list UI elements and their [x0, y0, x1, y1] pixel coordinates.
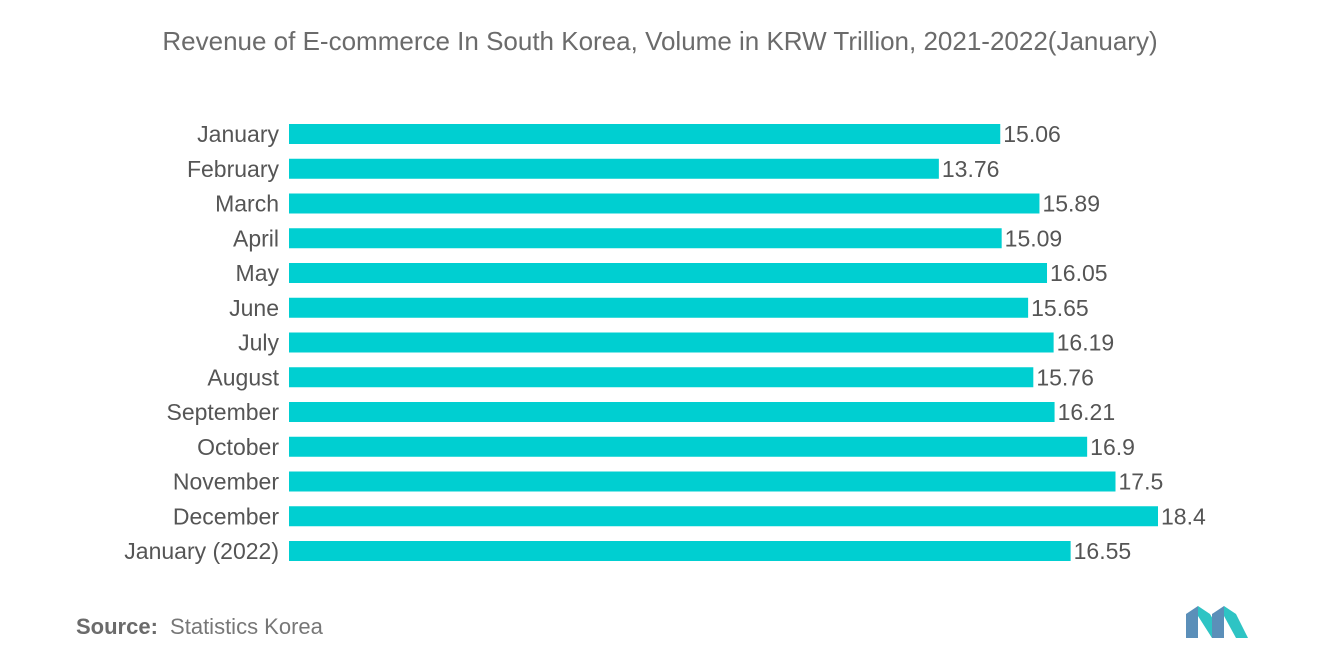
bar-chart: January 15.06 February 13.76 March 15.89 April…: [124, 121, 1206, 564]
category-label: August: [207, 364, 279, 390]
category-label: January: [197, 121, 279, 147]
bar: [289, 471, 1116, 492]
bar: [289, 541, 1071, 561]
data-label: 16.9: [1090, 434, 1135, 460]
source-text: Statistics Korea: [170, 614, 323, 639]
bar: [289, 193, 1040, 214]
data-label: 15.06: [1003, 121, 1061, 147]
bar: [289, 436, 1088, 457]
category-label: July: [238, 330, 279, 356]
category-label: September: [166, 399, 279, 425]
category-label: November: [173, 469, 279, 495]
data-label: 16.05: [1050, 260, 1108, 286]
bar: [289, 158, 939, 179]
bar: [289, 228, 1002, 249]
data-label: 17.5: [1118, 469, 1163, 495]
bar: [289, 402, 1055, 422]
data-label: 16.19: [1057, 330, 1115, 356]
data-label: 15.76: [1036, 364, 1094, 390]
bar: [289, 263, 1048, 283]
bar: [289, 367, 1034, 388]
source-label: Source:: [76, 614, 158, 639]
category-label: March: [215, 191, 279, 217]
data-label: 15.65: [1031, 295, 1089, 321]
data-label: 18.4: [1161, 503, 1206, 529]
category-label: April: [233, 225, 279, 251]
mordor-intelligence-logo-icon: [1186, 606, 1248, 638]
category-label: January (2022): [124, 538, 279, 564]
category-label: February: [187, 156, 280, 182]
data-label: 15.09: [1005, 225, 1063, 251]
bar: [289, 297, 1029, 318]
chart-title: Revenue of E-commerce In South Korea, Vo…: [162, 26, 1158, 56]
data-label: 16.21: [1058, 399, 1116, 425]
data-label: 13.76: [942, 156, 1000, 182]
source-note: Source: Statistics Korea: [76, 614, 323, 640]
category-label: May: [236, 260, 280, 286]
data-label: 16.55: [1074, 538, 1132, 564]
bar: [289, 506, 1158, 527]
data-label: 15.89: [1042, 191, 1100, 217]
category-label: December: [173, 503, 279, 529]
category-label: June: [229, 295, 279, 321]
category-label: October: [197, 434, 279, 460]
bar: [289, 332, 1054, 353]
bar: [289, 124, 1001, 144]
